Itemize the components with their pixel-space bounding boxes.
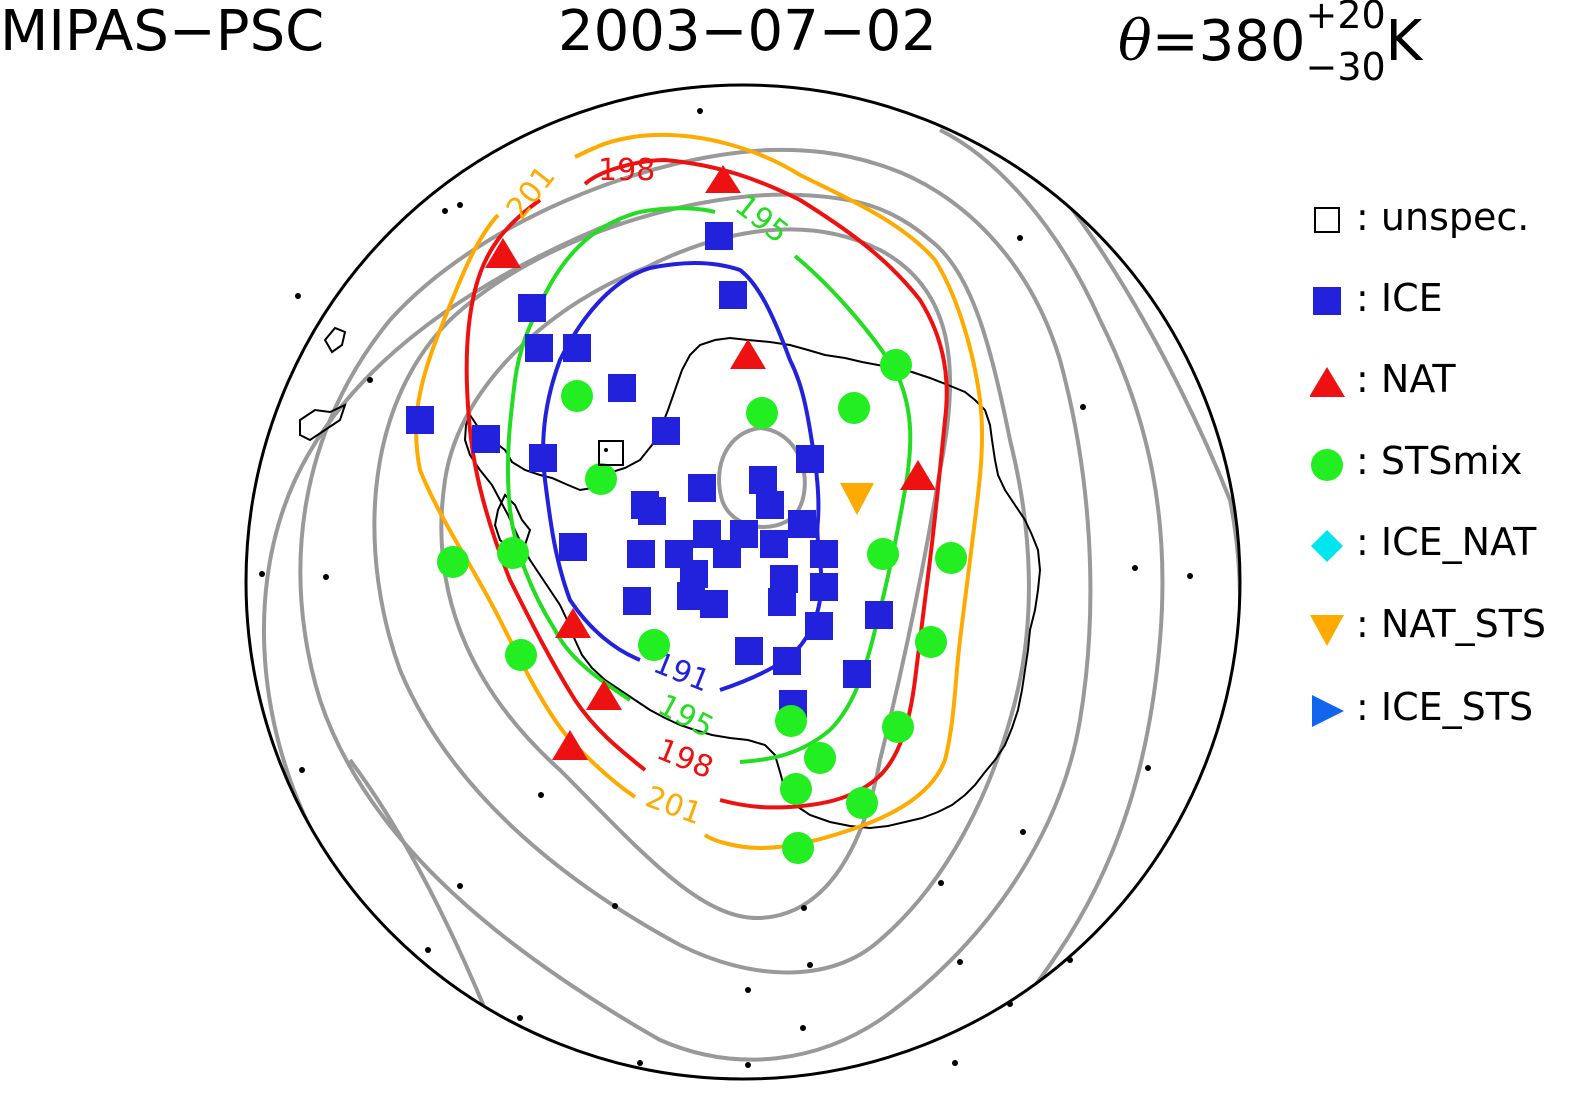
- instrument-title: MIPAS−PSC: [0, 0, 325, 64]
- gray-contour-2: [439, 227, 953, 921]
- theta-level-title: θ=380 +20 −30 K: [1118, 0, 1422, 86]
- theta-unit: K: [1385, 9, 1423, 74]
- legend-item-ice-sts: : ICE_STS: [1310, 685, 1587, 735]
- triangle-up-icon: [1310, 367, 1345, 397]
- legend-item-unspec: : unspec.: [1310, 195, 1587, 245]
- contour-198-b: [464, 198, 647, 772]
- background-contours: [261, 128, 1240, 1079]
- contour-label-201-top: 201: [500, 159, 563, 226]
- theta-value: =380: [1151, 9, 1306, 74]
- grid-dots: [259, 108, 1193, 1068]
- legend-item-ice-nat: : ICE_NAT: [1310, 520, 1587, 570]
- antarctica-coast: [463, 336, 1042, 830]
- stsmix-markers: [437, 349, 967, 864]
- theta-symbol: θ: [1118, 9, 1152, 74]
- legend-label-unspec: : unspec.: [1356, 195, 1530, 239]
- contour-195: [538, 206, 716, 306]
- unspec-marker: [598, 440, 624, 466]
- theta-plus: +20: [1305, 0, 1386, 37]
- contour-label-198-bottom: 198: [652, 732, 718, 786]
- gray-contour-3: [372, 192, 1031, 975]
- contour-label-201-bottom: 201: [641, 780, 707, 832]
- contour-191: [541, 261, 824, 692]
- legend-item-nat-sts: : NAT_STS: [1310, 602, 1587, 652]
- ice-markers: [406, 222, 893, 718]
- map-boundary: [244, 83, 1242, 1081]
- nat-sts-marker: [840, 483, 874, 515]
- nat-markers: [485, 165, 936, 760]
- gray-contour-4: [298, 147, 1093, 1062]
- gray-contour-8: [1008, 138, 1240, 821]
- triangle-down-icon: [1310, 615, 1344, 646]
- legend-label-stsmix: : STSmix: [1356, 439, 1523, 483]
- legend-label-ice-nat: : ICE_NAT: [1356, 520, 1537, 564]
- legend-label-ice: : ICE: [1356, 276, 1443, 320]
- contour-label-198-top: 198: [598, 153, 655, 188]
- island-coast-1: [323, 326, 347, 354]
- contour-195-b: [739, 254, 913, 764]
- island-coast-2: [299, 403, 347, 442]
- legend-item-nat: : NAT: [1310, 357, 1587, 407]
- theta-minus: −30: [1305, 45, 1386, 89]
- legend-label-nat: : NAT: [1356, 357, 1456, 401]
- contour-201: [574, 132, 985, 850]
- legend-item-stsmix: : STSmix: [1310, 439, 1587, 489]
- open-square-icon: [1314, 207, 1340, 233]
- contour-195-c: [505, 304, 632, 702]
- diamond-icon: [1311, 530, 1343, 562]
- circle-icon: [1311, 449, 1343, 481]
- legend-label-nat-sts: : NAT_STS: [1356, 602, 1547, 646]
- triangle-right-icon: [1312, 695, 1344, 727]
- filled-square-icon: [1313, 287, 1341, 315]
- date-title: 2003−07−02: [558, 0, 937, 64]
- legend-item-ice: : ICE: [1310, 276, 1587, 326]
- legend-label-ice-sts: : ICE_STS: [1356, 685, 1534, 729]
